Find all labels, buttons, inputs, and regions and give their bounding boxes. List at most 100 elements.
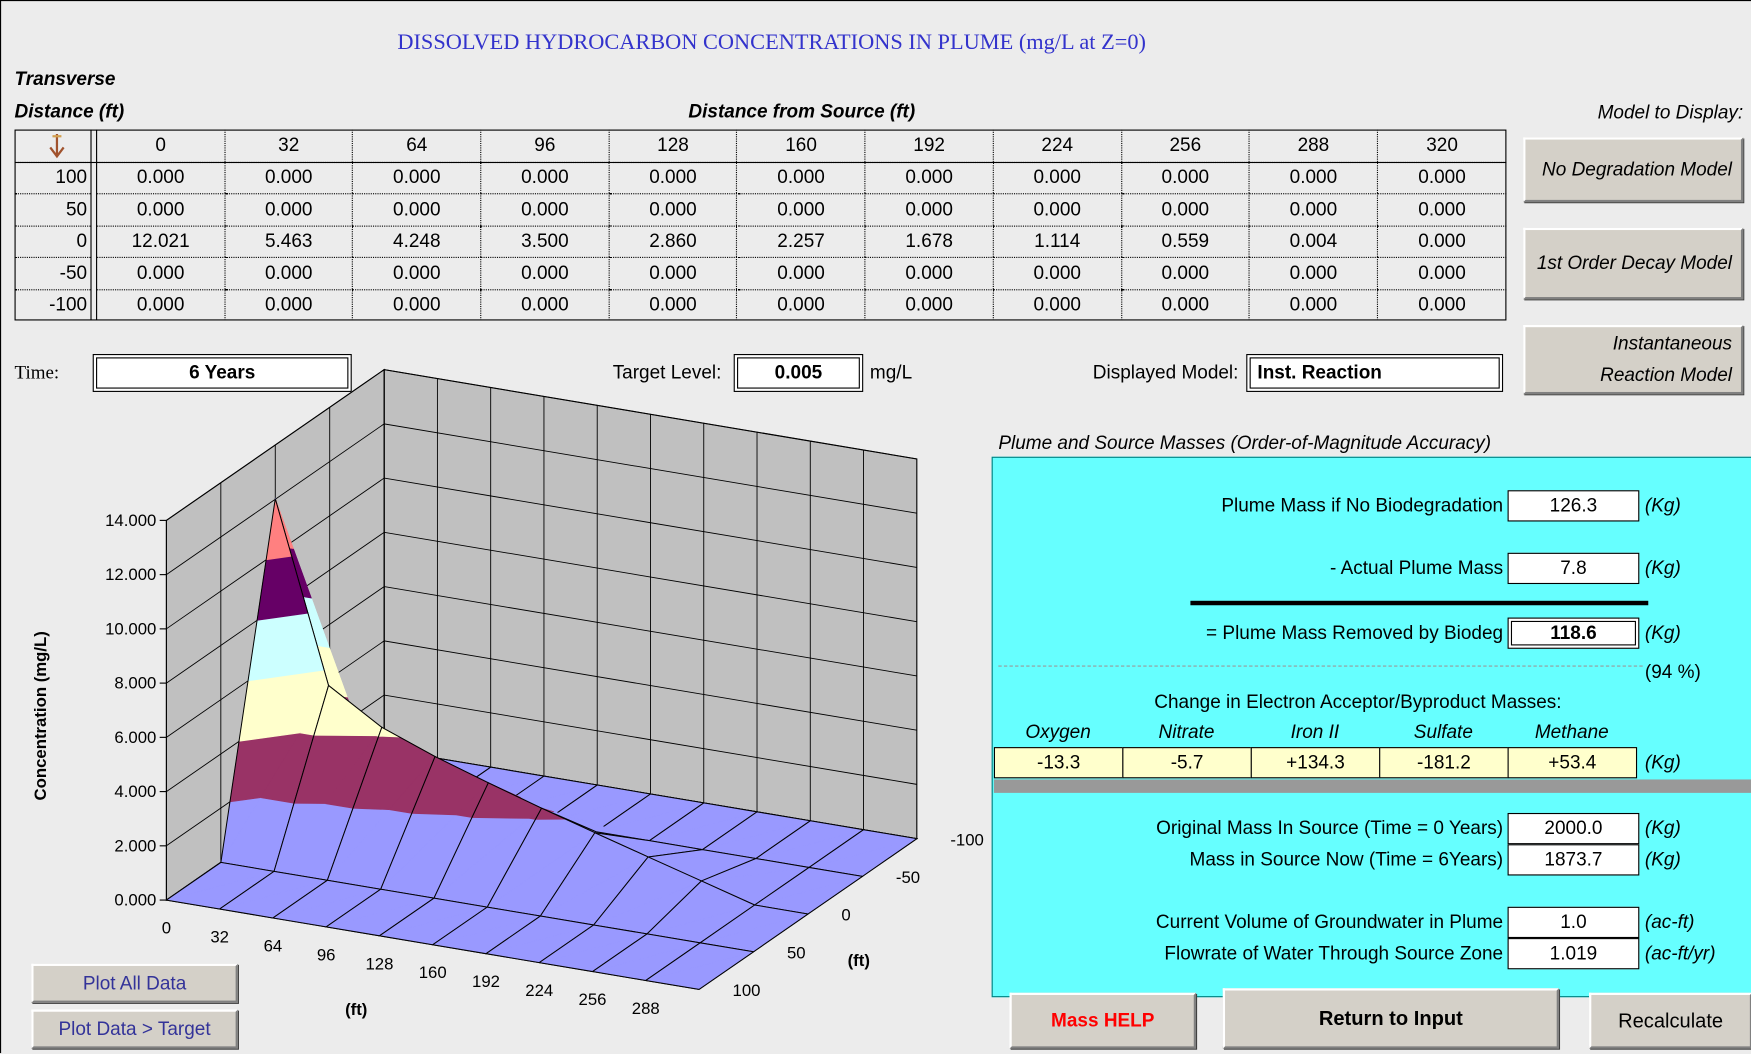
table-cell: 0.000 — [225, 161, 353, 193]
table-cell: 0.000 — [225, 257, 353, 289]
y-tick-label: 12.000 — [105, 565, 156, 584]
plot-button[interactable]: Plot Data > Target — [31, 1010, 238, 1049]
table-cell: 0.000 — [1122, 257, 1250, 289]
table-cell: 0.000 — [994, 289, 1122, 321]
acceptor-value: +134.3 — [1251, 747, 1381, 778]
y-axis-label: Concentration (mg/L) — [31, 631, 50, 800]
table-cell: 0.000 — [481, 193, 609, 225]
table-cell: 1.114 — [994, 225, 1122, 257]
model-button[interactable]: 1st Order Decay Model — [1523, 228, 1743, 299]
column-axis-label: Distance from Source (ft) — [97, 97, 1506, 126]
table-cell: 1.678 — [866, 225, 994, 257]
percent-removed: (94 %) — [1645, 658, 1751, 687]
mass-label: Original Mass In Source (Time = 0 Years) — [998, 813, 1503, 844]
table-cell: 0.000 — [1250, 289, 1378, 321]
acceptor-name: Sulfate — [1379, 718, 1507, 747]
mass-value: 118.6 — [1508, 618, 1640, 649]
x-tick-label: 32 — [210, 928, 229, 947]
mass-help-button[interactable]: Mass HELP — [1010, 993, 1196, 1049]
table-cell: 0.000 — [609, 289, 737, 321]
table-cell: 0.004 — [1250, 225, 1378, 257]
column-header: 0 — [97, 130, 225, 162]
table-cell: 0.000 — [1378, 289, 1506, 321]
target-value: 0.005 — [734, 354, 864, 392]
x-tick-label: 64 — [264, 936, 283, 955]
table-cell: 2.860 — [609, 225, 737, 257]
mass-unit: (ac-ft) — [1645, 907, 1751, 938]
x-tick-label: 288 — [632, 999, 660, 1018]
table-cell: 0.000 — [225, 193, 353, 225]
acceptor-name: Nitrate — [1122, 718, 1250, 747]
target-label: Target Level: — [582, 354, 722, 392]
column-header: 96 — [481, 130, 609, 162]
depth-axis-label: (ft) — [848, 951, 870, 970]
target-unit: mg/L — [870, 354, 937, 392]
depth-tick-label: 50 — [787, 943, 806, 962]
mass-label: Current Volume of Groundwater in Plume — [998, 907, 1503, 938]
table-cell: 0.000 — [1122, 161, 1250, 193]
acceptor-name: Methane — [1508, 718, 1636, 747]
depth-tick-label: 0 — [841, 906, 850, 925]
mass-unit: (Kg) — [1645, 844, 1751, 875]
y-tick-label: 14.000 — [105, 511, 156, 530]
mass-value: 1.019 — [1508, 938, 1640, 969]
plot-button[interactable]: Plot All Data — [31, 964, 238, 1003]
row-header: 0 — [15, 225, 91, 257]
table-cell: 0.559 — [1122, 225, 1250, 257]
column-header: 192 — [866, 130, 994, 162]
mass-panel-title: Plume and Source Masses (Order-of-Magnit… — [998, 429, 1746, 458]
x-tick-label: 96 — [317, 945, 336, 964]
x-tick-label: 256 — [579, 990, 607, 1009]
table-cell: 0.000 — [1250, 193, 1378, 225]
table-cell: 0.000 — [353, 193, 481, 225]
separator-line — [1190, 601, 1648, 605]
y-tick-label: 2.000 — [114, 836, 156, 855]
mass-unit: (Kg) — [1645, 490, 1751, 521]
table-cell: 0.000 — [1378, 225, 1506, 257]
y-tick-label: 0.000 — [114, 891, 156, 910]
model-selector-label: Model to Display: — [1509, 97, 1744, 128]
mass-label: Flowrate of Water Through Source Zone — [998, 938, 1503, 969]
mass-value: 1.0 — [1508, 907, 1640, 938]
acceptor-value: -181.2 — [1379, 747, 1509, 778]
row-header: -100 — [15, 289, 91, 321]
acceptor-name: Iron II — [1251, 718, 1379, 747]
row-header: 100 — [15, 161, 91, 193]
column-header: 224 — [994, 130, 1122, 162]
acceptor-value: -13.3 — [994, 747, 1124, 778]
mass-label: - Actual Plume Mass — [998, 553, 1503, 584]
table-cell: 0.000 — [353, 257, 481, 289]
x-axis-label: (ft) — [345, 1000, 367, 1019]
x-tick-label: 0 — [162, 919, 171, 938]
y-tick-label: 10.000 — [105, 619, 156, 638]
table-cell: 0.000 — [994, 161, 1122, 193]
table-cell: 0.000 — [97, 257, 225, 289]
depth-tick-label: 100 — [733, 981, 761, 1000]
return-button[interactable]: Return to Input — [1223, 988, 1559, 1048]
x-tick-label: 160 — [419, 963, 447, 982]
table-cell: 0.000 — [738, 193, 866, 225]
model-button[interactable]: No Degradation Model — [1523, 137, 1743, 202]
table-cell: 0.000 — [609, 193, 737, 225]
y-tick-label: 8.000 — [114, 674, 156, 693]
acceptor-unit: (Kg) — [1645, 747, 1751, 778]
dashed-line — [998, 666, 1642, 668]
recalculate-button[interactable]: Recalculate — [1589, 993, 1751, 1049]
depth-tick-label: -100 — [950, 830, 984, 849]
column-header: 160 — [738, 130, 866, 162]
table-cell: 0.000 — [97, 289, 225, 321]
x-tick-label: 224 — [525, 981, 553, 1000]
mass-unit: (Kg) — [1645, 618, 1751, 649]
table-cell: 0.000 — [609, 161, 737, 193]
table-cell: 0.000 — [1378, 193, 1506, 225]
table-cell: 0.000 — [353, 289, 481, 321]
table-cell: 4.248 — [353, 225, 481, 257]
column-header: 128 — [609, 130, 737, 162]
column-header: 288 — [1250, 130, 1378, 162]
acceptor-value: -5.7 — [1122, 747, 1252, 778]
table-cell: 0.000 — [866, 289, 994, 321]
model-button[interactable]: Instantaneous Reaction Model — [1523, 325, 1743, 394]
table-cell: 0.000 — [609, 257, 737, 289]
mass-value: 2000.0 — [1508, 813, 1640, 844]
